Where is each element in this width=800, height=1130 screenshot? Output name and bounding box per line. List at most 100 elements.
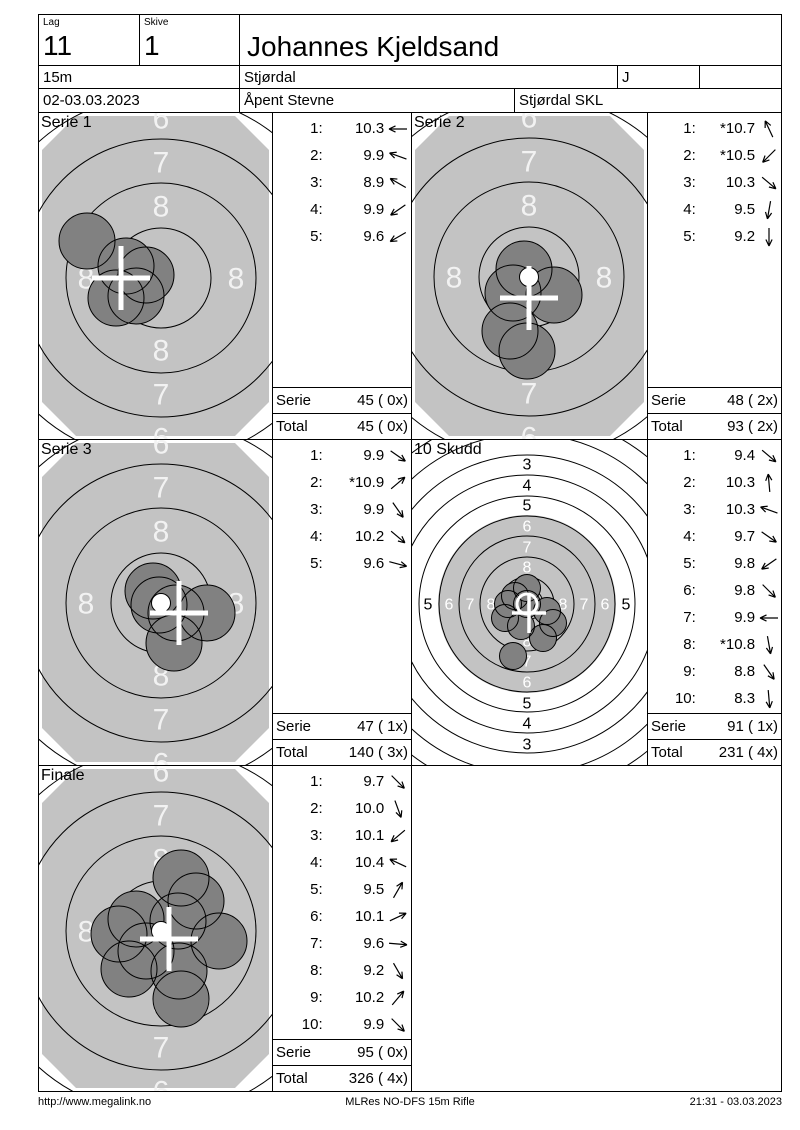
- serie-2-score-panel: 1: *10.7 2: *10.5 3: 10.3 4: 9.5 5: 9.2 Serie 48 …: [648, 113, 782, 440]
- shot-row: 3: 8.9: [273, 169, 411, 196]
- serie-sum-value: 95 ( 0x): [357, 1044, 408, 1061]
- direction-arrow-icon: [759, 613, 779, 622]
- svg-text:7: 7: [521, 378, 538, 411]
- shot-value: *10.7: [720, 120, 756, 137]
- svg-text:8: 8: [78, 916, 95, 949]
- svg-text:8: 8: [446, 262, 463, 295]
- event-cell: Åpent Stevne: [240, 89, 515, 113]
- shot-value: 9.9: [363, 1016, 385, 1033]
- shot-direction: [758, 200, 781, 220]
- direction-arrow-icon: [394, 799, 403, 818]
- shot-row: 9: 10.2: [273, 984, 411, 1011]
- serie-sum-value: 47 ( 1x): [357, 718, 408, 735]
- serie-sum-label: Serie: [276, 392, 312, 409]
- shot-direction: [758, 554, 781, 574]
- shot-number: 5:: [310, 228, 323, 245]
- empty-panel: [412, 766, 782, 1092]
- footer-report-name: MLRes NO-DFS 15m Rifle: [345, 1096, 475, 1108]
- direction-arrow-icon: [390, 449, 407, 462]
- event-name: Åpent Stevne: [244, 92, 335, 109]
- total-sum-row: Total 140 ( 3x): [273, 739, 411, 765]
- shot-value: 10.3: [725, 174, 756, 191]
- svg-text:6: 6: [523, 675, 532, 692]
- shot-row: 1: *10.7: [648, 115, 781, 142]
- finale-score-panel: 1: 9.7 2: 10.0 3: 10.1 4: 10.4 5: 9.5 6: 10.1 7: 9.6 8…: [273, 766, 412, 1092]
- direction-arrow-icon: [390, 476, 406, 489]
- shot-direction: [758, 662, 781, 682]
- svg-text:7: 7: [523, 540, 532, 557]
- total-sum-label: Total: [651, 744, 683, 761]
- shot-list: 1: 10.3 2: 9.9 3: 8.9 4: 9.9 5: 9.6: [273, 113, 411, 387]
- shot-number: 1:: [310, 447, 323, 464]
- shot-row: 5: 9.5: [273, 876, 411, 903]
- direction-arrow-icon: [760, 505, 778, 514]
- shot-row: 1: 9.4: [648, 442, 781, 469]
- total-sum-row: Total 231 ( 4x): [648, 739, 781, 765]
- shot-row: 3: 10.1: [273, 822, 411, 849]
- shot-number: 2:: [310, 800, 323, 817]
- shot-row: 1: 9.9: [273, 442, 411, 469]
- direction-arrow-icon: [389, 151, 407, 160]
- direction-arrow-icon: [390, 203, 406, 216]
- shot-row: 4: 9.7: [648, 523, 781, 550]
- shot-direction: [387, 200, 411, 220]
- shot-row: 7: 9.6: [273, 930, 411, 957]
- svg-text:8: 8: [523, 560, 532, 577]
- svg-text:7: 7: [580, 597, 589, 614]
- shot-row: 4: 9.5: [648, 196, 781, 223]
- club-name: Stjørdal SKL: [519, 92, 604, 109]
- shot-number: 10:: [301, 1016, 323, 1033]
- shot-direction: [387, 527, 411, 547]
- shot-list: 1: *10.7 2: *10.5 3: 10.3 4: 9.5 5: 9.2: [648, 113, 781, 387]
- shot-row: 5: 9.8: [648, 550, 781, 577]
- serie-sum-row: Serie 48 ( 2x): [648, 387, 781, 413]
- svg-text:6: 6: [521, 422, 538, 440]
- shot-number: 2:: [683, 474, 696, 491]
- shot-value: 10.3: [354, 120, 385, 137]
- shot-value: 9.9: [363, 201, 385, 218]
- shot-value: 9.2: [363, 962, 385, 979]
- svg-text:6: 6: [153, 748, 170, 766]
- shot-direction: [758, 635, 781, 655]
- footer-timestamp: 21:31 - 03.03.2023: [689, 1096, 782, 1108]
- shot-direction: [387, 961, 411, 981]
- shot-direction: [758, 473, 781, 493]
- footer-url: http://www.megalink.no: [38, 1096, 152, 1108]
- shot-number: 7:: [683, 609, 696, 626]
- svg-text:7: 7: [153, 800, 170, 833]
- shot-row: 8: *10.8: [648, 631, 781, 658]
- direction-arrow-icon: [389, 912, 407, 921]
- shot-value: 10.4: [354, 854, 385, 871]
- shot-row: 5: 9.6: [273, 550, 411, 577]
- shot-value: 8.9: [363, 174, 385, 191]
- shot-row: 2: *10.9: [273, 469, 411, 496]
- venue-cell: Stjørdal: [240, 66, 618, 89]
- svg-text:7: 7: [153, 472, 170, 505]
- shot-direction: [387, 907, 411, 927]
- direction-arrow-icon: [393, 881, 404, 898]
- shot-value: *10.9: [349, 474, 385, 491]
- svg-text:8: 8: [153, 516, 170, 549]
- direction-arrow-icon: [391, 774, 406, 789]
- direction-arrow-icon: [761, 530, 777, 543]
- shooter-class: J: [622, 69, 630, 86]
- shot-number: 6:: [683, 582, 696, 599]
- shot-row: 5: 9.2: [648, 223, 781, 250]
- shot-value: 8.3: [734, 690, 756, 707]
- svg-text:6: 6: [601, 597, 610, 614]
- shot-value: 9.7: [734, 528, 756, 545]
- svg-text:7: 7: [153, 147, 170, 180]
- svg-text:6: 6: [153, 113, 170, 136]
- shot-direction: [758, 446, 781, 466]
- skive-label: Skive: [144, 17, 169, 28]
- direction-arrow-icon: [393, 962, 404, 979]
- svg-text:5: 5: [523, 498, 532, 515]
- svg-text:6: 6: [153, 1076, 170, 1092]
- svg-text:6: 6: [153, 440, 170, 461]
- svg-text:7: 7: [153, 1032, 170, 1065]
